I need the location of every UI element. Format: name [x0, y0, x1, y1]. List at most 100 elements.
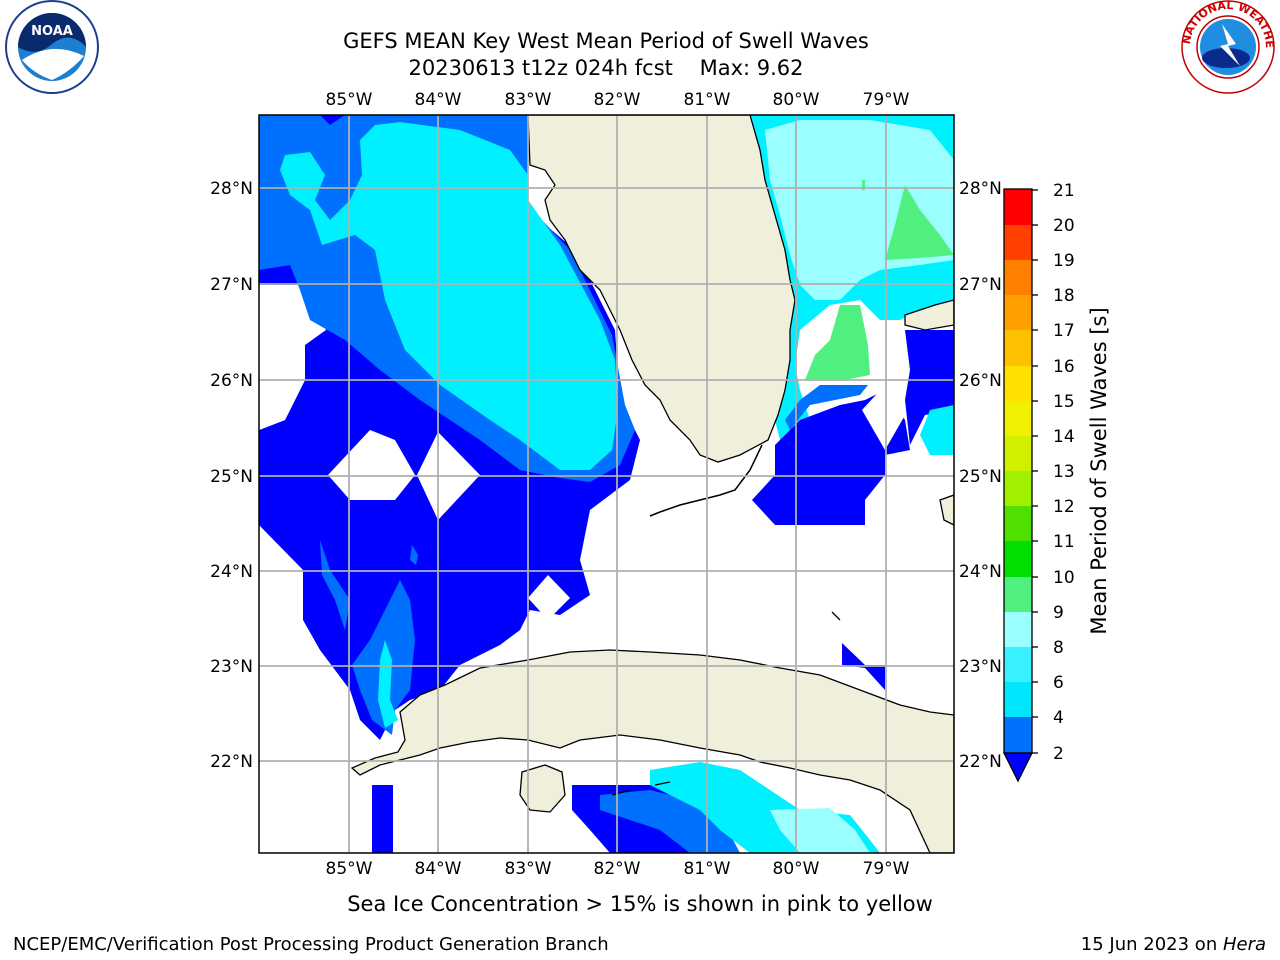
noaa-logo: NOAA [5, 0, 99, 94]
colorbar-extend-arrow [1002, 752, 1034, 783]
lon-tick-label: 82°W [594, 859, 641, 879]
lon-tick-label: 79°W [863, 90, 910, 110]
lat-tick-label: 25°N [959, 467, 1002, 487]
lat-tick-label: 22°N [210, 752, 253, 772]
colorbar-tick-label: 12 [1053, 497, 1075, 517]
lat-tick-label: 27°N [210, 275, 253, 295]
colorbar-swatch [1004, 612, 1032, 647]
no-data-region [862, 385, 908, 450]
colorbar-tick-label: 2 [1053, 744, 1064, 764]
colorbar-swatch [1004, 471, 1032, 506]
land-isla-juventud [519, 764, 566, 813]
footer-credit: NCEP/EMC/Verification Post Processing Pr… [13, 934, 609, 955]
lat-tick-label: 27°N [959, 275, 1002, 295]
footer-date-text: 15 Jun 2023 on [1081, 934, 1223, 955]
colorbar-swatch [1004, 366, 1032, 401]
swell-band-6-8-gulf [378, 640, 398, 728]
noaa-logo-text: NOAA [31, 24, 73, 39]
lon-ticks-top: 85°W 84°W 83°W 82°W 81°W 80°W 79°W [326, 90, 910, 110]
lon-tick-label: 80°W [773, 90, 820, 110]
colorbar-tick-label: 14 [1053, 427, 1075, 447]
colorbar-swatch [1004, 682, 1032, 717]
swell-band-2-4-bahamas [905, 330, 954, 445]
colorbar-tick-label: 21 [1053, 181, 1075, 201]
map-gridlines [259, 115, 954, 853]
lon-tick-label: 79°W [863, 859, 910, 879]
lat-tick-label: 28°N [210, 179, 253, 199]
colorbar-tick-label: 4 [1053, 708, 1064, 728]
lat-tick-label: 23°N [210, 657, 253, 677]
lat-tick-label: 24°N [959, 562, 1002, 582]
colorbar-swatch [1004, 506, 1032, 541]
colorbar-tick-label: 17 [1053, 321, 1075, 341]
lon-tick-label: 82°W [594, 90, 641, 110]
lat-ticks-right: 28°N 27°N 26°N 25°N 24°N 23°N 22°N [959, 179, 1002, 772]
colorbar-swatch [1004, 401, 1032, 436]
land-bahamas [939, 494, 954, 526]
lat-tick-label: 28°N [959, 179, 1002, 199]
colorbar-tick-label: 20 [1053, 216, 1075, 236]
lat-tick-label: 23°N [959, 657, 1002, 677]
lat-tick-label: 25°N [210, 467, 253, 487]
colorbar: 21 20 19 18 17 16 15 14 13 12 11 10 9 8 … [1002, 181, 1111, 783]
footer-date: 15 Jun 2023 on Hera [1081, 934, 1266, 955]
colorbar-swatch [1004, 295, 1032, 330]
colorbar-tick-label: 13 [1053, 462, 1075, 482]
swell-band-4-6-gulf [410, 545, 418, 565]
no-data-region [528, 575, 570, 620]
lon-tick-label: 83°W [505, 90, 552, 110]
title-line-2: 20230613 t12z 024h fcst Max: 9.62 [408, 56, 803, 80]
lon-tick-label: 85°W [326, 90, 373, 110]
swell-band-4-6-south-cuba [600, 790, 740, 853]
colorbar-swatch [1004, 436, 1032, 471]
land-cuba [350, 649, 954, 853]
colorbar-tick-label: 11 [1053, 532, 1075, 552]
swell-band-4-6-straits [785, 385, 868, 430]
colorbar-label: Mean Period of Swell Waves [s] [1087, 307, 1111, 634]
colorbar-swatch [1004, 541, 1032, 577]
colorbar-tick-label: 9 [1053, 603, 1064, 623]
colorbar-swatch [1004, 577, 1032, 612]
lon-tick-label: 81°W [684, 90, 731, 110]
footer-host: Hera [1223, 934, 1266, 955]
colorbar-tick-label: 10 [1053, 568, 1075, 588]
lon-tick-label: 84°W [415, 859, 462, 879]
lon-tick-label: 80°W [773, 859, 820, 879]
swell-band-4-6-gulf [320, 540, 350, 630]
lon-tick-label: 84°W [415, 90, 462, 110]
small-cays [611, 611, 841, 796]
no-data-region [259, 285, 326, 430]
colorbar-tick-label: 16 [1053, 357, 1075, 377]
title-line-1: GEFS MEAN Key West Mean Period of Swell … [343, 29, 869, 53]
sea-ice-caption: Sea Ice Concentration > 15% is shown in … [347, 892, 933, 916]
swell-band-2-4-south-cuba [372, 785, 393, 853]
lon-tick-label: 83°W [505, 859, 552, 879]
colorbar-swatch [1004, 647, 1032, 682]
swell-band-6-8-gulf [280, 122, 618, 470]
colorbar-swatch [1004, 225, 1032, 260]
swell-band-6-8-bahamas [920, 405, 954, 455]
map-frame [258, 114, 955, 854]
lat-tick-label: 24°N [210, 562, 253, 582]
map-area [259, 115, 954, 853]
lat-tick-label: 22°N [959, 752, 1002, 772]
colorbar-swatch [1004, 717, 1032, 753]
colorbar-swatch [1004, 189, 1032, 225]
colorbar-swatch [1004, 260, 1032, 295]
land-florida [527, 115, 796, 463]
swell-band-9-10-atlantic [805, 305, 870, 380]
lat-ticks-left: 28°N 27°N 26°N 25°N 24°N 23°N 22°N [210, 179, 253, 772]
colorbar-tick-label: 15 [1053, 392, 1075, 412]
colorbar-tick-label: 19 [1053, 251, 1075, 271]
colorbar-tick-label: 6 [1053, 673, 1064, 693]
lat-tick-label: 26°N [959, 371, 1002, 391]
colorbar-swatch [1004, 330, 1032, 366]
land-bahamas [904, 299, 954, 331]
lon-ticks-bottom: 85°W 84°W 83°W 82°W 81°W 80°W 79°W [326, 859, 910, 879]
swell-band-8-9-south-cuba [770, 808, 870, 853]
lat-tick-label: 26°N [210, 371, 253, 391]
colorbar-tick-label: 18 [1053, 286, 1075, 306]
lon-tick-label: 85°W [326, 859, 373, 879]
colorbar-tick-label: 8 [1053, 638, 1064, 658]
